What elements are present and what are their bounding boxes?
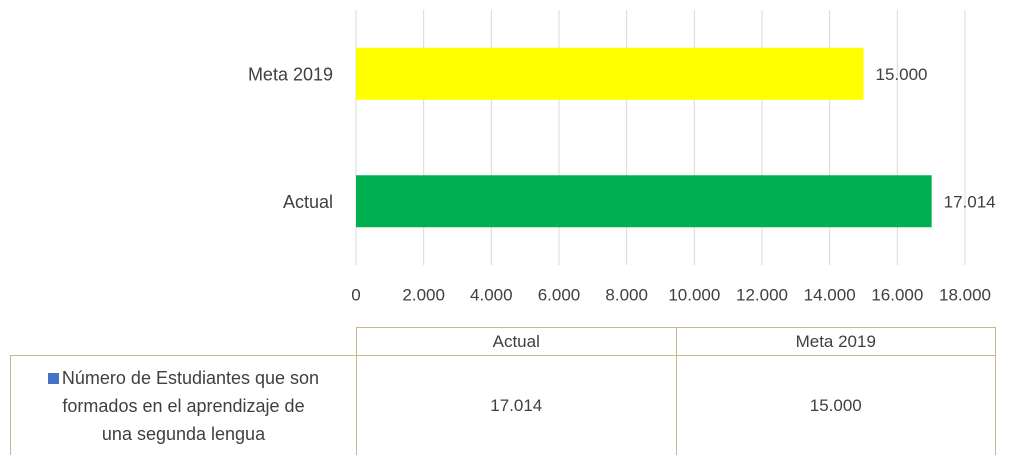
y-tick-label: Meta 2019: [248, 65, 333, 85]
x-tick-label: 4.000: [470, 285, 513, 304]
x-tick-label: 6.000: [538, 285, 581, 304]
x-tick-label: 8.000: [605, 285, 648, 304]
x-tick-label: 18.000: [939, 285, 991, 304]
x-tick-label: 14.000: [804, 285, 856, 304]
x-tick-label: 16.000: [871, 285, 923, 304]
bar: [356, 47, 864, 100]
legend-key: [47, 372, 59, 384]
data-label: 17.014: [944, 193, 996, 212]
y-tick-label: Actual: [283, 192, 333, 212]
x-tick-label: 2.000: [402, 285, 445, 304]
table-cell: 15.000: [675, 355, 996, 455]
x-tick-label: 10.000: [668, 285, 720, 304]
legend-entry: Número de Estudiantes que son formados e…: [45, 364, 322, 448]
table-header: Meta 2019: [675, 327, 996, 356]
table-cell: 17.014: [356, 355, 677, 455]
x-tick-label: 0: [351, 285, 360, 304]
table-header: Actual: [356, 327, 677, 356]
data-label: 15.000: [876, 65, 928, 84]
bar: [356, 175, 932, 228]
legend-label: Número de Estudiantes que son formados e…: [61, 367, 320, 444]
x-tick-label: 12.000: [736, 285, 788, 304]
table-row-header: Número de Estudiantes que son formados e…: [10, 355, 357, 455]
